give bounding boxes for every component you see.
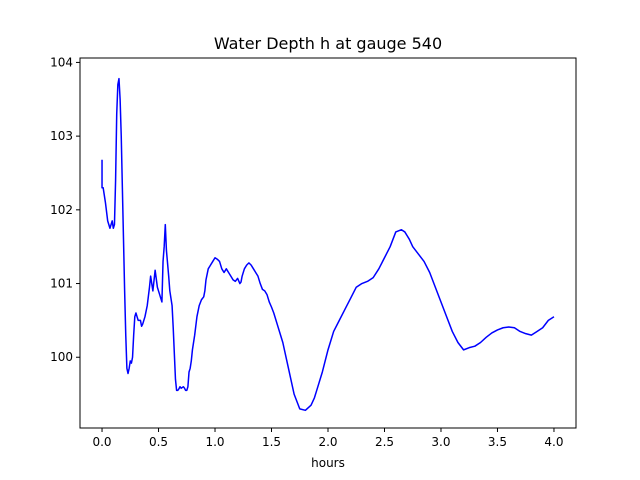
x-tick-label: 2.5: [375, 435, 394, 449]
plot-area: [101, 77, 555, 412]
y-tick-label: 102: [50, 203, 73, 217]
x-tick-label: 1.5: [262, 435, 281, 449]
x-axis: 0.0 0.5 1.0 1.5 2.0 2.5 3.0 3.5 4.0: [92, 428, 564, 449]
y-axis: 100 101 102 103 104: [50, 55, 80, 364]
x-tick-label: 3.5: [488, 435, 507, 449]
y-tick-label: 101: [50, 277, 73, 291]
x-tick-label: 2.0: [318, 435, 337, 449]
x-tick-label: 3.0: [431, 435, 450, 449]
series-line-0: [101, 77, 555, 412]
x-tick-label: 4.0: [544, 435, 563, 449]
x-tick-label: 0.0: [92, 435, 111, 449]
x-tick-label: 1.0: [205, 435, 224, 449]
y-tick-label: 103: [50, 129, 73, 143]
x-axis-label: hours: [311, 456, 345, 470]
y-tick-label: 100: [50, 350, 73, 364]
x-tick-label: 0.5: [149, 435, 168, 449]
y-tick-label: 104: [50, 55, 73, 69]
chart-title: Water Depth h at gauge 540: [214, 34, 442, 53]
axes-frame: [79, 57, 577, 429]
